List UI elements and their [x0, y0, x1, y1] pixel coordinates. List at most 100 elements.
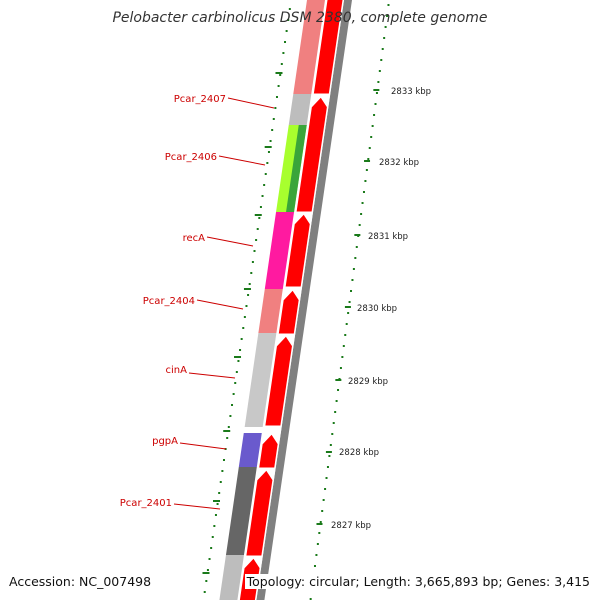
- gene-label-cina[interactable]: cinA: [166, 365, 236, 379]
- feature-tick: [264, 173, 267, 175]
- scale-tick: [350, 290, 353, 292]
- scale-tick: [339, 367, 342, 369]
- scale-label: 2829 kbp: [348, 377, 388, 387]
- scale-tick: [331, 433, 334, 435]
- scale-tick: [361, 202, 364, 204]
- feature-tick: [271, 129, 274, 131]
- scale-tick: [345, 323, 348, 325]
- scale-tick: [326, 466, 329, 468]
- scale-tick: [387, 4, 390, 6]
- feature-tick: [261, 195, 264, 197]
- feature-tick: [216, 503, 219, 505]
- scale-tick: [365, 169, 368, 171]
- scale-tick: [328, 455, 331, 457]
- feature-tick: [285, 30, 288, 32]
- feature-tick: [259, 206, 262, 208]
- gene-label-pgpa[interactable]: pgpA: [152, 436, 227, 450]
- scale-tick: [319, 521, 322, 523]
- gene-label-pcar-2401[interactable]: Pcar_2401: [120, 498, 221, 510]
- feature-tick: [247, 294, 250, 296]
- feature-tick: [282, 52, 285, 54]
- cds-arrow: [284, 213, 311, 288]
- scale-tick: [332, 422, 335, 424]
- cds-arrow: [264, 335, 294, 427]
- scale-tick: [362, 191, 365, 193]
- feature-ticks: [202, 8, 291, 593]
- scale-tick: [378, 70, 381, 72]
- cds-arrow: [295, 96, 328, 213]
- feature-tick: [277, 85, 280, 87]
- feature-tick: [263, 184, 266, 186]
- scale-tick: [321, 510, 324, 512]
- gene-label-pcar-2404[interactable]: Pcar_2404: [143, 296, 244, 310]
- scale-tick: [309, 598, 312, 600]
- gene-label-reca[interactable]: recA: [183, 233, 254, 247]
- feature-block: [293, 0, 325, 94]
- gene-labels: Pcar_2407 Pcar_2406 recA Pcar_2404 cinA …: [120, 94, 275, 510]
- feature-block: [288, 94, 312, 125]
- cds-arrow: [312, 0, 344, 95]
- feature-tick: [235, 371, 238, 373]
- scale-tick: [324, 488, 327, 490]
- scale-tick: [315, 554, 318, 556]
- scale-tick: [355, 246, 358, 248]
- feature-tick: [210, 547, 213, 549]
- feature-tick: [248, 283, 251, 285]
- scale-tick: [383, 37, 386, 39]
- cds-arrow: [245, 469, 274, 557]
- feature-tick: [206, 569, 209, 571]
- cds-arrows: [238, 0, 344, 600]
- scale-label: 2831 kbp: [368, 232, 408, 242]
- feature-tick: [227, 426, 230, 428]
- feature-tick: [221, 470, 224, 472]
- feature-tick: [284, 41, 287, 43]
- gene-label-pcar-2406[interactable]: Pcar_2406: [165, 152, 266, 166]
- feature-tick: [287, 19, 290, 21]
- gene-label-pcar-2407[interactable]: Pcar_2407: [174, 94, 275, 109]
- feature-tick: [239, 349, 242, 351]
- topology-label: Topology: circular; Length: 3,665,893 bp…: [244, 574, 592, 589]
- feature-major-tick: [213, 500, 220, 502]
- feature-tick: [214, 514, 217, 516]
- feature-tick: [208, 558, 211, 560]
- feature-block: [258, 289, 283, 333]
- scale-tick: [352, 268, 355, 270]
- feature-tick: [258, 217, 261, 219]
- feature-tick: [219, 481, 222, 483]
- feature-tick: [275, 96, 278, 98]
- scale-tick: [370, 136, 373, 138]
- scale-tick: [337, 389, 340, 391]
- scale-tick: [344, 334, 347, 336]
- scale-label: 2828 kbp: [339, 448, 379, 458]
- scale-tick: [384, 26, 387, 28]
- scale-tick: [375, 92, 378, 94]
- feature-tick: [253, 250, 256, 252]
- scale-tick: [380, 59, 383, 61]
- label-connector: [188, 372, 236, 379]
- feature-block: [225, 467, 257, 555]
- cds-arrow: [258, 433, 279, 469]
- feature-tick: [243, 316, 246, 318]
- feature-block: [219, 555, 244, 600]
- scale-tick: [318, 532, 321, 534]
- scale-tick: [348, 301, 351, 303]
- feature-tick: [213, 525, 216, 527]
- feature-block: [244, 333, 277, 427]
- scale-tick: [367, 158, 370, 160]
- feature-tick: [251, 261, 254, 263]
- label-connector: [227, 97, 275, 109]
- feature-tick: [272, 118, 275, 120]
- feature-tick: [255, 239, 258, 241]
- label-connector: [179, 442, 227, 450]
- scale-major-tick: [325, 451, 332, 453]
- feature-tick: [203, 591, 206, 593]
- scale-tick: [377, 81, 380, 83]
- feature-major-tick: [275, 72, 283, 74]
- scale-tick: [325, 477, 328, 479]
- feature-tick: [232, 393, 235, 395]
- gene-label-text: Pcar_2406: [165, 152, 217, 163]
- feature-tick: [266, 162, 269, 164]
- feature-tick: [237, 360, 240, 362]
